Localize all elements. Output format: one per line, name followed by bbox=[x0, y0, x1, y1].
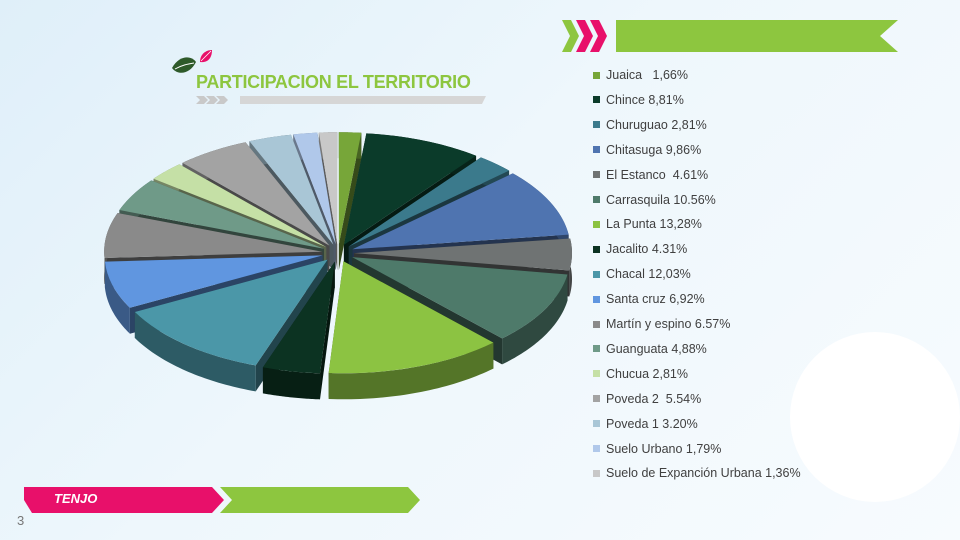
legend-item: Churuguao 2,81% bbox=[593, 115, 707, 135]
legend-label: Jacalito 4.31% bbox=[606, 242, 688, 257]
legend-label: La Punta 13,28% bbox=[606, 217, 702, 232]
legend-label: Suelo Urbano 1,79% bbox=[606, 441, 722, 456]
legend-label: Guanguata 4,88% bbox=[606, 341, 707, 356]
legend-label: Santa cruz 6,92% bbox=[606, 292, 705, 307]
legend-swatch bbox=[593, 320, 600, 328]
title-block: PARTICIPACION EL TERRITORIO bbox=[170, 48, 490, 108]
chevron-arrows-icon bbox=[562, 20, 898, 52]
leaf-icon bbox=[172, 50, 212, 73]
legend-swatch bbox=[593, 220, 600, 228]
legend-swatch bbox=[593, 395, 600, 403]
legend-swatch bbox=[593, 270, 600, 278]
legend-item: El Estanco 4.61% bbox=[593, 165, 708, 185]
legend-label: Chince 8,81% bbox=[606, 92, 684, 107]
pie-slice bbox=[338, 132, 362, 271]
legend-item: Juaica 1,66% bbox=[593, 65, 688, 85]
legend-item: Jacalito 4.31% bbox=[593, 239, 687, 259]
legend-swatch bbox=[593, 245, 600, 253]
legend-swatch bbox=[593, 96, 600, 104]
legend-item: La Punta 13,28% bbox=[593, 214, 702, 234]
legend-item: Poveda 1 3.20% bbox=[593, 414, 698, 434]
legend-item: Suelo Urbano 1,79% bbox=[593, 439, 721, 459]
legend-swatch bbox=[593, 445, 600, 452]
legend-item: Santa cruz 6,92% bbox=[593, 289, 705, 309]
legend-item: Chitasuga 9,86% bbox=[593, 140, 701, 160]
legend-label: Martín y espino 6.57% bbox=[606, 317, 731, 331]
legend-item: Poveda 2 5.54% bbox=[593, 389, 701, 409]
legend-item: Carrasquila 10.56% bbox=[593, 190, 716, 210]
page-title: PARTICIPACION EL TERRITORIO bbox=[196, 72, 471, 92]
legend-item: Martín y espino 6.57% bbox=[593, 314, 730, 334]
page-number: 3 bbox=[17, 513, 25, 528]
title-underline bbox=[196, 96, 486, 104]
legend-label: Juaica 1,66% bbox=[606, 68, 688, 82]
legend-swatch bbox=[593, 420, 600, 428]
legend-swatch bbox=[593, 345, 600, 353]
pie-slice bbox=[328, 261, 494, 400]
legend-label: Poveda 2 5.54% bbox=[606, 391, 702, 406]
pie-slice bbox=[262, 261, 335, 400]
pie-chart bbox=[104, 132, 572, 400]
legend-item: Chince 8,81% bbox=[593, 90, 684, 110]
legend-label: Churuguao 2,81% bbox=[606, 117, 707, 132]
legend-item: Suelo de Expanción Urbana 1,36% bbox=[593, 463, 801, 483]
legend-swatch bbox=[593, 370, 600, 378]
legend-label: Suelo de Expanción Urbana 1,36% bbox=[606, 466, 801, 481]
legend-label: Chucua 2,81% bbox=[606, 366, 689, 381]
legend-label: El Estanco 4.61% bbox=[606, 167, 709, 182]
legend-swatch bbox=[593, 121, 600, 129]
legend-item: Chacal 12,03% bbox=[593, 264, 691, 284]
legend-item: Chucua 2,81% bbox=[593, 364, 688, 384]
legend-item: Guanguata 4,88% bbox=[593, 339, 707, 359]
legend-label: Chacal 12,03% bbox=[606, 267, 691, 282]
legend-label: Carrasquila 10.56% bbox=[606, 192, 716, 207]
legend-swatch bbox=[593, 469, 600, 477]
legend-swatch bbox=[593, 295, 600, 303]
top-ribbon bbox=[562, 20, 898, 52]
brand-logo: TENJO bbox=[54, 491, 98, 506]
legend-swatch bbox=[593, 171, 600, 179]
legend-label: Poveda 1 3.20% bbox=[606, 416, 698, 431]
footer-ribbon: TENJO bbox=[24, 487, 424, 513]
legend-swatch bbox=[593, 196, 600, 203]
legend-swatch bbox=[593, 146, 600, 154]
legend-label: Chitasuga 9,86% bbox=[606, 142, 702, 157]
legend-swatch bbox=[593, 71, 600, 79]
decorative-circle bbox=[790, 332, 960, 502]
